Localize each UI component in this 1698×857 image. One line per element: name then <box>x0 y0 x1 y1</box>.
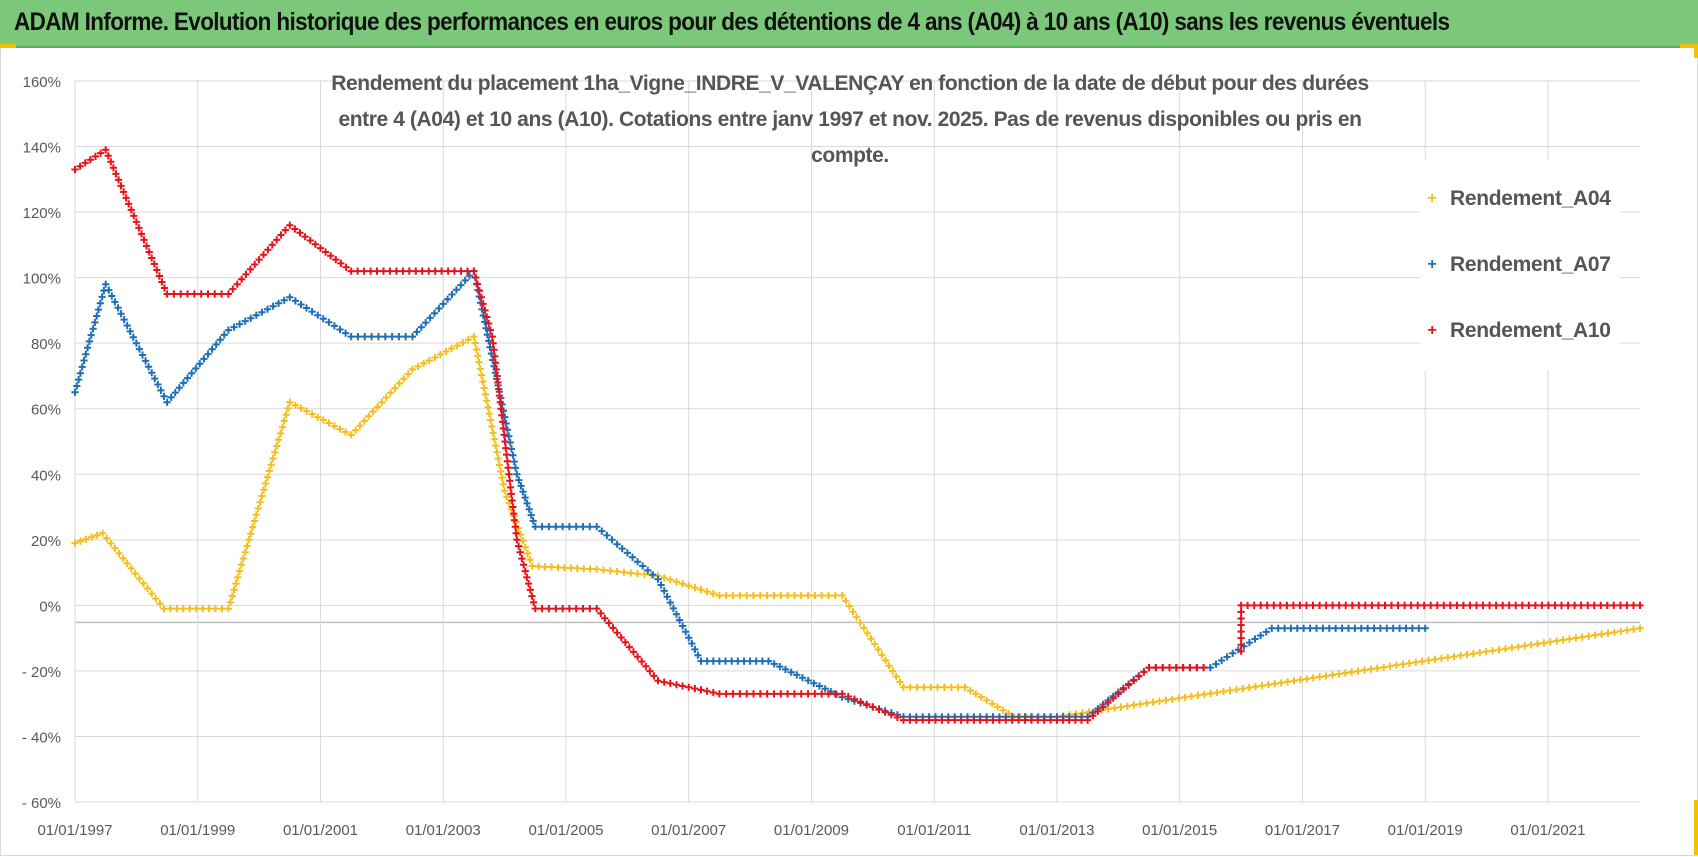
x-tick-label: 01/01/2019 <box>1388 822 1463 839</box>
legend-marker-a10: + <box>1427 322 1437 339</box>
header-banner: ADAM Informe. Evolution historique des p… <box>0 0 1698 48</box>
series-markers-1 <box>71 267 1429 721</box>
x-tick-label: 01/01/2017 <box>1265 822 1340 839</box>
banner-title: ADAM Informe. Evolution historique des p… <box>14 8 1450 36</box>
series-rendement-a07 <box>71 267 1429 721</box>
series-rendement-a10 <box>71 146 1644 724</box>
chart-title-line1: Rendement du placement 1ha_Vigne_INDRE_V… <box>331 72 1369 95</box>
legend-marker-a07: + <box>1427 256 1437 273</box>
y-axis-ticks: 160% 140% 120% 100% 80% 60% 40% 20% 0% - 20% - 40%… <box>22 74 61 812</box>
series-markers-2 <box>71 146 1644 724</box>
y-tick-label: 0% <box>39 598 61 615</box>
x-tick-label: 01/01/1997 <box>37 822 112 839</box>
x-tick-label: 01/01/2021 <box>1510 822 1585 839</box>
y-tick-label: 40% <box>31 467 61 484</box>
x-tick-label: 01/01/2011 <box>897 822 971 839</box>
series-rendement-a04 <box>71 333 1644 721</box>
legend-item-a07: + Rendement_A07 <box>1420 232 1620 298</box>
y-tick-label: 160% <box>23 74 61 91</box>
legend-item-a04: + Rendement_A04 <box>1420 166 1620 232</box>
y-tick-label: 80% <box>31 336 61 353</box>
x-tick-label: 01/01/2005 <box>528 822 603 839</box>
corner-accent <box>1680 44 1698 48</box>
chart-title-line2: entre 4 (A04) et 10 ans (A10). Cotations… <box>338 108 1362 167</box>
chart-title: Rendement du placement 1ha_Vigne_INDRE_V… <box>300 66 1400 174</box>
series-markers-0 <box>71 333 1644 721</box>
legend-label-a07: Rendement_A07 <box>1450 253 1611 276</box>
y-tick-label: 60% <box>31 402 61 419</box>
y-tick-label: 120% <box>23 205 61 222</box>
grid-lines <box>74 80 1640 803</box>
legend-label-a04: Rendement_A04 <box>1450 187 1611 210</box>
y-tick-label: 100% <box>23 271 61 288</box>
x-tick-label: 01/01/2001 <box>283 822 358 839</box>
x-tick-label: 01/01/1999 <box>160 822 235 839</box>
corner-accent <box>0 44 16 48</box>
legend: + Rendement_A04 + Rendement_A07 + Rendem… <box>1420 160 1620 370</box>
y-tick-label: - 60% <box>22 795 61 812</box>
legend-item-a10: + Rendement_A10 <box>1420 298 1620 364</box>
x-axis-ticks: 01/01/1997 01/01/1999 01/01/2001 01/01/2003… <box>37 822 1585 839</box>
corner-accent <box>1694 800 1698 855</box>
x-tick-label: 01/01/2009 <box>774 822 849 839</box>
y-tick-label: - 20% <box>22 664 61 681</box>
x-tick-label: 01/01/2003 <box>406 822 481 839</box>
legend-label-a10: Rendement_A10 <box>1450 319 1611 342</box>
x-tick-label: 01/01/2007 <box>651 822 726 839</box>
y-tick-label: - 40% <box>22 729 61 746</box>
series-group <box>71 146 1644 724</box>
x-tick-label: 01/01/2015 <box>1142 822 1217 839</box>
y-tick-label: 140% <box>23 140 61 157</box>
y-tick-label: 20% <box>31 533 61 550</box>
corner-accent <box>1694 44 1698 58</box>
legend-marker-a04: + <box>1427 190 1437 207</box>
x-tick-label: 01/01/2013 <box>1019 822 1094 839</box>
